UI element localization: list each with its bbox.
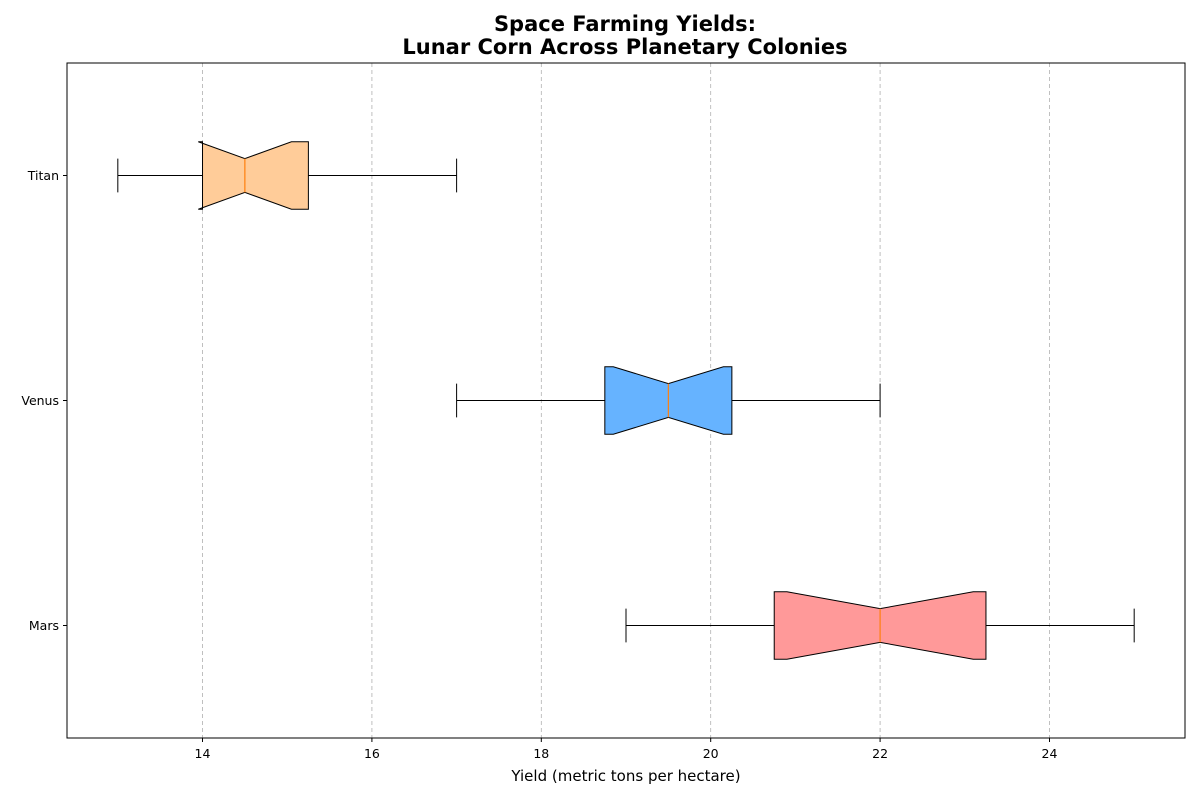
y-tick-label: Venus — [21, 393, 59, 408]
notched-box — [198, 141, 309, 210]
axis-ticks: 14 16 18 20 22 24 Mars Venus Titan — [21, 168, 1057, 761]
y-tick-label: Titan — [27, 168, 59, 183]
x-tick-label: 24 — [1042, 746, 1058, 761]
box-titan — [117, 141, 458, 210]
box-mars — [625, 591, 1135, 660]
box-series — [117, 141, 1135, 660]
x-tick-label: 20 — [703, 746, 719, 761]
chart-title-line-2: Lunar Corn Across Planetary Colonies — [402, 35, 847, 59]
x-axis-label: Yield (metric tons per hectare) — [510, 767, 740, 785]
x-tick-label: 16 — [364, 746, 380, 761]
y-tick-label: Mars — [29, 618, 59, 633]
x-tick-label: 18 — [533, 746, 549, 761]
chart-title-line-1: Space Farming Yields: — [494, 12, 756, 36]
x-tick-label: 14 — [195, 746, 211, 761]
x-tick-label: 22 — [872, 746, 888, 761]
box-venus — [456, 366, 881, 435]
